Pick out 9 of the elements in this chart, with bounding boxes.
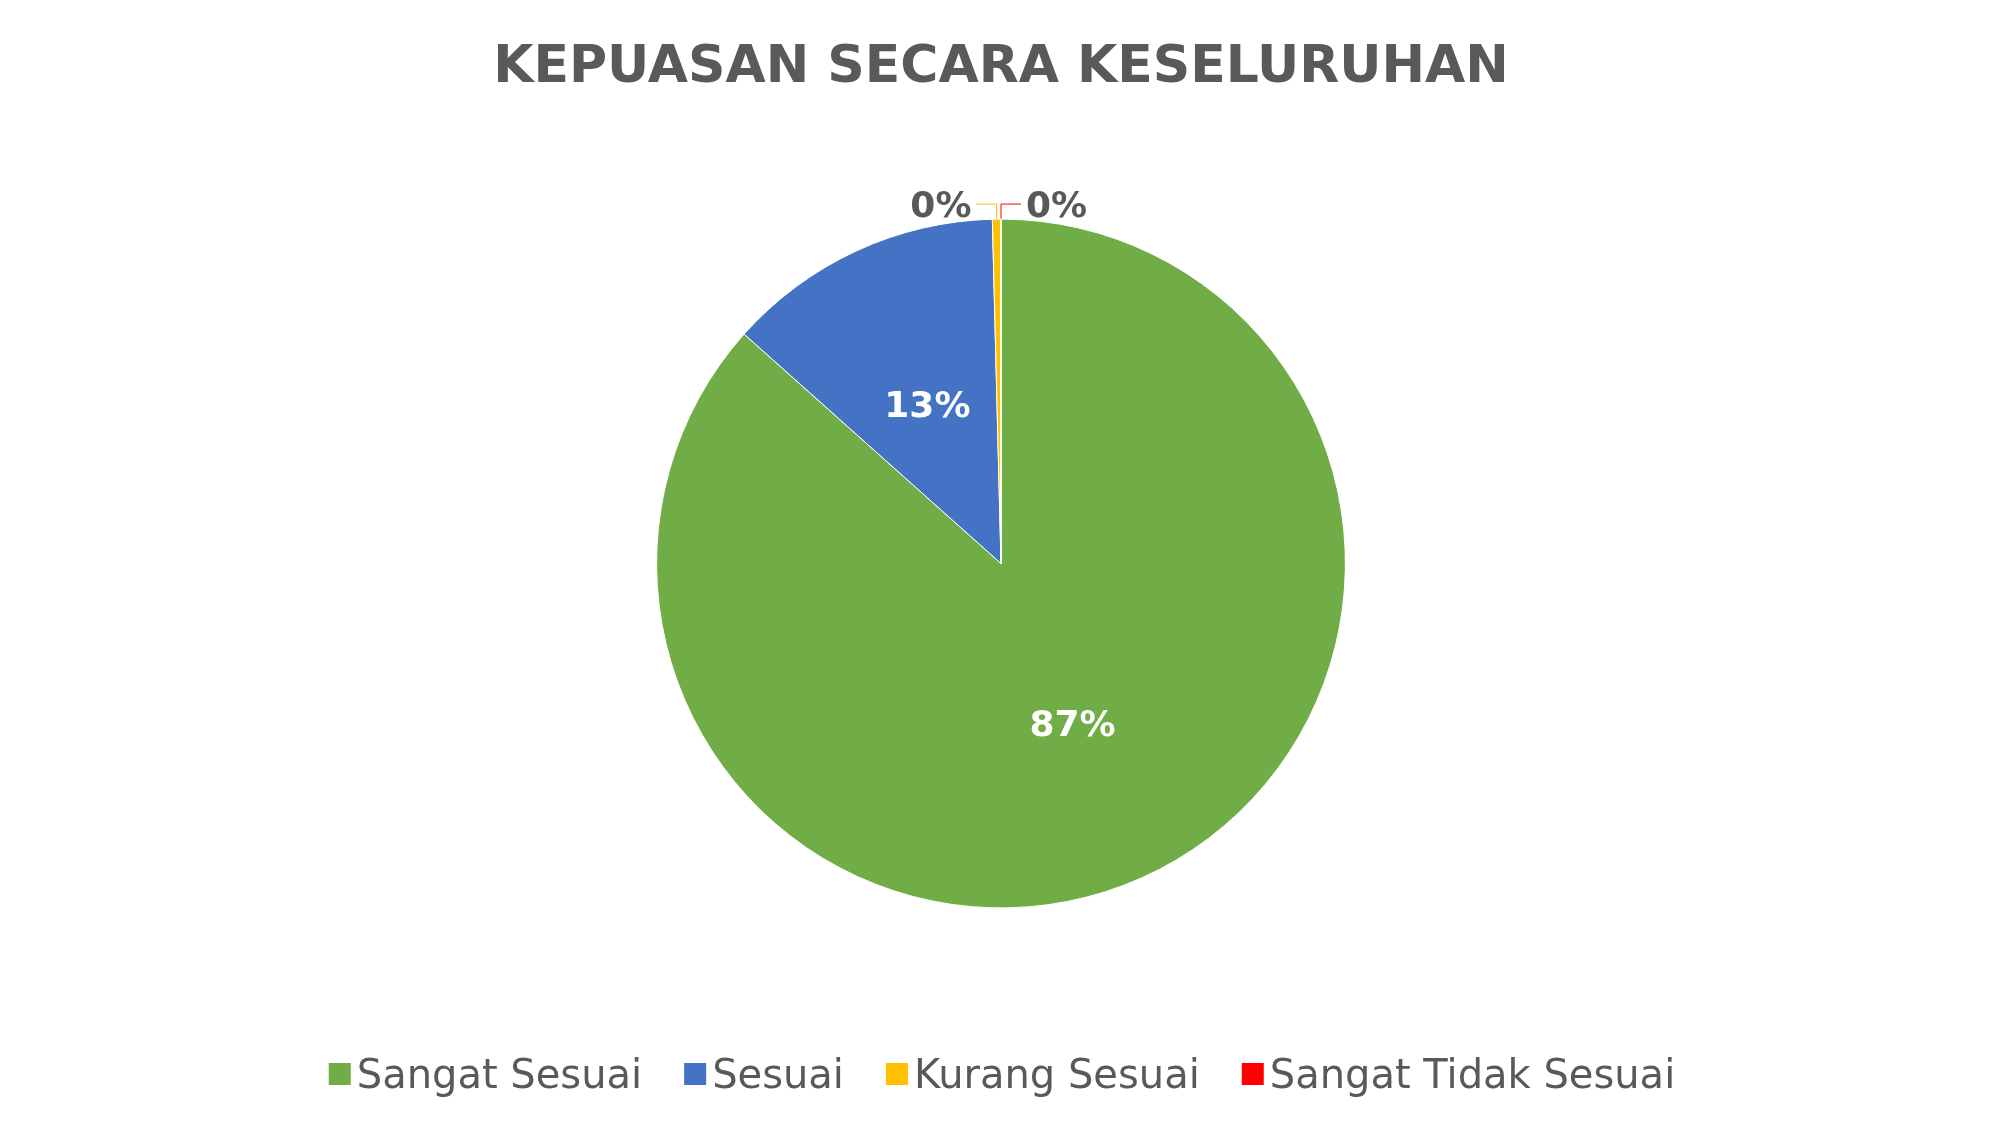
legend-label: Sesuai: [712, 1051, 844, 1097]
data-label: 0%: [910, 183, 972, 225]
data-label: 13%: [884, 384, 971, 425]
data-label: 87%: [1029, 702, 1116, 744]
legend-label: Sangat Tidak Sesuai: [1269, 1051, 1676, 1097]
legend-label: Sangat Sesuai: [356, 1051, 643, 1097]
legend-label: Kurang Sesuai: [913, 1051, 1200, 1097]
text: 0%: [1026, 183, 1088, 225]
chart-title: KEPUASAN SECARA KESELURUHAN: [493, 34, 1509, 94]
